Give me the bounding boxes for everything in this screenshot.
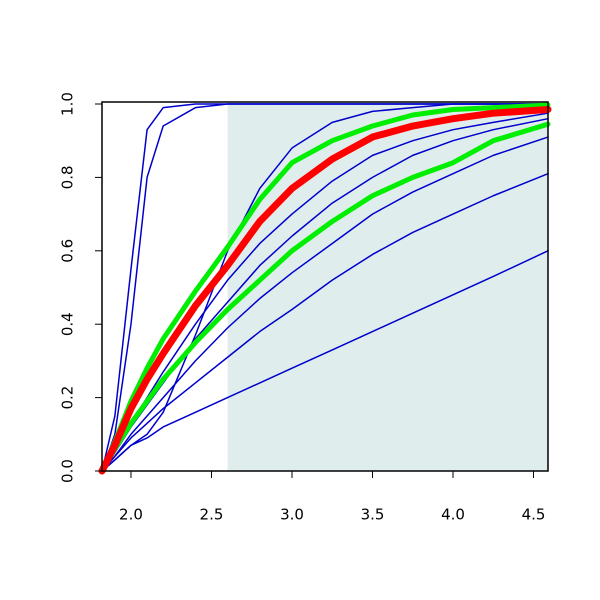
x-tick-label: 2.0: [119, 506, 143, 524]
shaded-region: [227, 102, 549, 471]
x-tick-label: 3.0: [280, 506, 304, 524]
y-tick-label: 0.0: [59, 459, 77, 483]
curve: [101, 136, 549, 472]
curve: [101, 103, 549, 472]
curve: [98, 106, 552, 475]
y-tick-label: 0.6: [59, 239, 77, 263]
x-tick-label: 4.0: [441, 506, 465, 524]
y-tick-label: 0.8: [59, 165, 77, 189]
curve: [101, 103, 549, 472]
curve: [99, 102, 551, 474]
plot-box: [101, 101, 549, 472]
curve: [101, 172, 549, 472]
x-tick-label: 2.5: [200, 506, 224, 524]
y-tick-label: 1.0: [59, 92, 77, 116]
curve: [99, 121, 551, 474]
x-tick-label: 4.5: [522, 506, 546, 524]
x-tick-label: 3.5: [361, 506, 385, 524]
y-tick-label: 0.4: [59, 312, 77, 336]
y-tick-label: 0.2: [59, 386, 77, 410]
curve: [101, 250, 549, 472]
